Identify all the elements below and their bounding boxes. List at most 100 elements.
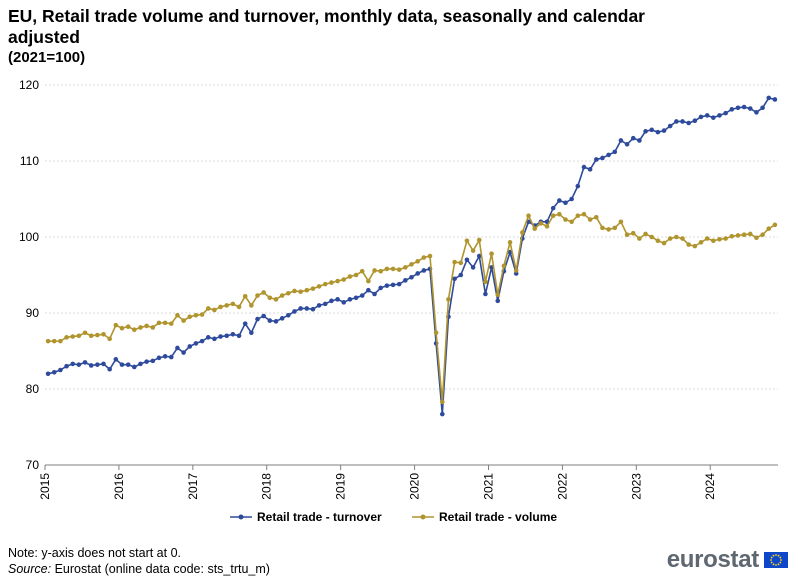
data-point <box>747 231 753 237</box>
data-point <box>587 217 593 222</box>
data-point <box>593 214 599 220</box>
data-point <box>286 290 291 296</box>
data-point <box>612 225 618 231</box>
data-point <box>353 272 359 278</box>
flag-star <box>772 554 775 557</box>
data-point <box>483 291 488 297</box>
x-tick-label: 2019 <box>334 473 348 500</box>
data-point <box>218 334 223 339</box>
data-point <box>255 293 260 298</box>
data-point <box>267 295 273 301</box>
data-point <box>507 240 513 245</box>
data-point <box>396 267 402 272</box>
data-point <box>544 224 550 229</box>
data-point <box>261 313 266 319</box>
data-point <box>359 293 365 298</box>
data-point <box>624 232 630 238</box>
data-point <box>772 97 778 102</box>
data-point <box>587 167 593 172</box>
data-point <box>249 330 254 336</box>
data-point <box>760 232 765 238</box>
x-tick-label: 2017 <box>186 473 200 500</box>
data-point <box>630 135 636 141</box>
flag-star <box>770 556 773 559</box>
data-point <box>162 320 168 326</box>
data-point <box>95 332 100 338</box>
flag-star <box>770 561 773 564</box>
data-point <box>193 341 199 346</box>
x-tick-label: 2021 <box>481 473 495 500</box>
data-point <box>575 183 581 189</box>
data-point <box>378 285 384 291</box>
data-point <box>175 345 180 351</box>
data-point <box>236 333 242 339</box>
data-point <box>458 260 464 266</box>
data-point <box>88 363 94 368</box>
data-point <box>501 263 507 269</box>
data-point <box>316 303 322 308</box>
data-point <box>366 278 371 284</box>
data-point <box>667 236 673 241</box>
chart-title: EU, Retail trade volume and turnover, mo… <box>8 6 645 47</box>
data-point <box>661 240 667 246</box>
data-point <box>643 231 648 237</box>
data-point <box>741 232 747 238</box>
data-point <box>550 213 556 219</box>
data-point <box>729 107 735 112</box>
data-point <box>704 113 710 118</box>
data-point <box>181 318 186 323</box>
data-point <box>286 312 291 318</box>
data-point <box>495 292 501 298</box>
data-point <box>637 236 642 241</box>
data-point <box>729 233 735 239</box>
data-point <box>113 322 119 328</box>
data-point <box>205 306 211 311</box>
data-point <box>735 233 741 238</box>
y-axis-ticks: 70 80 90 100 110 120 <box>19 78 39 472</box>
series-turnover <box>45 95 778 417</box>
data-point <box>495 298 501 304</box>
eu-flag-icon <box>764 552 788 568</box>
data-point <box>95 362 100 367</box>
y-tick-label: 100 <box>19 230 39 244</box>
y-tick-label: 70 <box>26 458 40 472</box>
data-point <box>692 118 698 124</box>
x-tick-label: 2023 <box>629 473 643 500</box>
legend-item: Retail trade - volume <box>412 510 557 524</box>
data-point <box>230 331 236 337</box>
data-point <box>205 335 211 340</box>
data-point <box>187 344 193 349</box>
data-point <box>316 284 322 289</box>
data-point <box>766 226 772 231</box>
data-point <box>132 364 137 370</box>
data-point <box>101 361 106 367</box>
data-point <box>322 281 328 287</box>
data-point <box>88 333 94 339</box>
data-point <box>261 290 266 295</box>
data-point <box>310 306 316 312</box>
line-chart: 70 80 90 100 110 120 2015 2016 2017 2018 2019 2020… <box>19 78 778 524</box>
data-point <box>353 295 359 301</box>
data-point <box>310 286 316 291</box>
data-point <box>384 266 390 272</box>
data-point <box>717 236 722 242</box>
data-point <box>144 323 149 329</box>
data-point <box>772 222 778 228</box>
x-tick-label: 2015 <box>38 473 52 500</box>
legend: Retail trade - turnover Retail trade - vo… <box>230 510 557 524</box>
data-point <box>125 324 131 329</box>
data-point <box>439 399 445 405</box>
data-point <box>156 320 162 326</box>
data-point <box>199 312 205 317</box>
data-point <box>132 327 137 333</box>
data-point <box>489 251 494 257</box>
data-point <box>267 318 273 323</box>
x-tick-label: 2018 <box>260 473 274 500</box>
data-point <box>470 248 476 253</box>
data-point <box>464 238 470 244</box>
data-point <box>359 268 365 274</box>
series-volume <box>45 211 778 405</box>
flag-star <box>777 554 780 557</box>
data-point <box>575 213 581 219</box>
data-point <box>680 119 685 124</box>
